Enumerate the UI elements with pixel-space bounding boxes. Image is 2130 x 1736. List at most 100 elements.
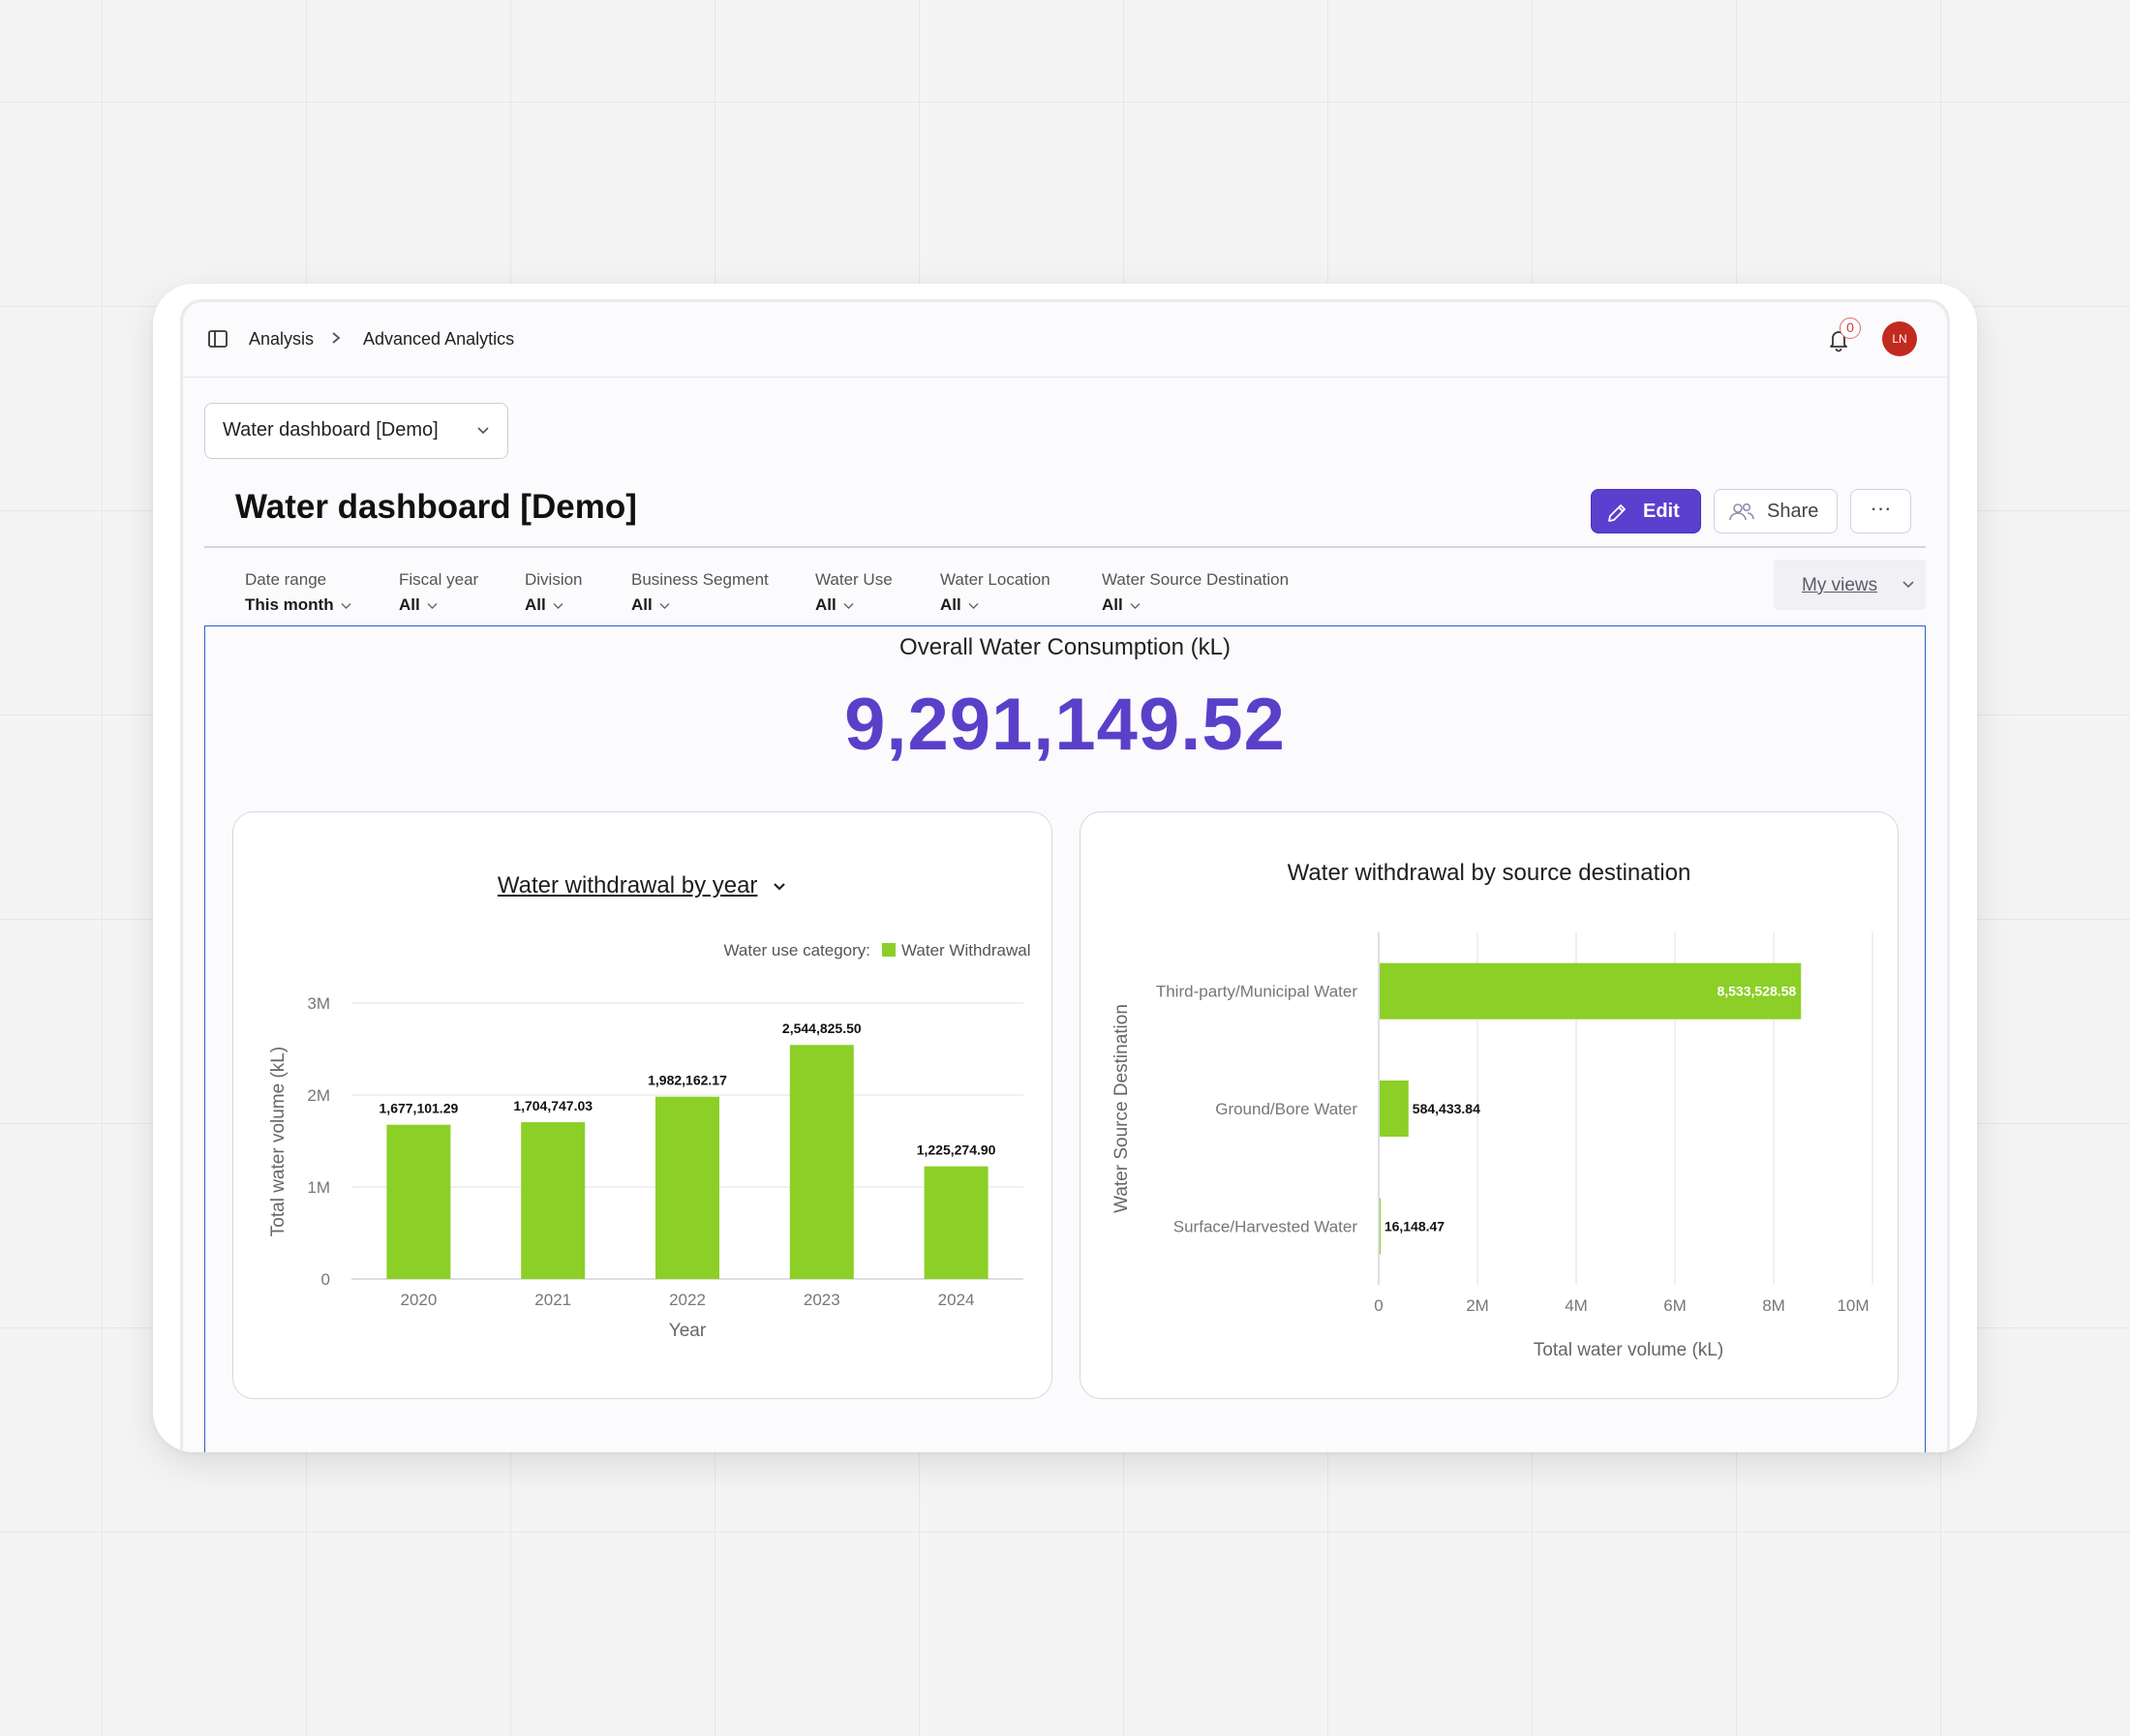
data-label: 584,433.84 [1413,1101,1480,1116]
chevron-right-icon [332,332,341,344]
header-divider [204,546,1926,548]
x-tick-label: 4M [1565,1296,1588,1315]
share-button-label: Share [1767,501,1819,522]
chart-title: Water withdrawal by source destination [1287,860,1691,886]
sidebar-toggle-icon[interactable] [207,328,228,350]
x-tick-label: 2023 [804,1291,840,1309]
bar [655,1096,719,1279]
filter-value: All [1102,595,1123,614]
chevron-down-icon [341,602,351,609]
y-tick-label: Surface/Harvested Water [1173,1217,1358,1235]
kpi-title: Overall Water Consumption (kL) [899,634,1231,660]
data-label: 1,225,274.90 [917,1142,996,1158]
chevron-down-icon [553,602,563,609]
legend-title: Water use category: [724,941,871,959]
filter-division[interactable]: Division All [525,570,583,615]
y-tick-label: 0 [321,1270,330,1289]
bar-chart-by-source: 0 2M 4M 6M 8M 10M Third-party/Municipal Water 8… [1111,932,1873,1360]
chevron-down-icon [774,883,785,891]
bar [386,1124,451,1279]
y-tick-label: Ground/Bore Water [1215,1100,1357,1118]
bar [1380,1198,1381,1255]
breadcrumb-advanced-analytics[interactable]: Advanced Analytics [363,329,515,349]
bar [1380,1081,1409,1137]
chart-title-text: Water withdrawal by year [497,872,758,898]
filter-value: All [399,595,420,614]
data-label: 8,533,528.58 [1717,984,1796,999]
edit-button-label: Edit [1643,501,1680,522]
filter-water-use[interactable]: Water Use All [815,570,893,615]
filter-water-source-destination[interactable]: Water Source Destination All [1102,570,1289,615]
filter-value: All [815,595,837,614]
data-label: 1,677,101.29 [380,1101,459,1116]
filter-label: Business Segment [631,570,769,589]
dashboard-content: Overall Water Consumption (kL) 9,291,149… [204,625,1926,1452]
chevron-down-icon [968,602,979,609]
filter-fiscal-year[interactable]: Fiscal year All [399,570,478,615]
notification-badge: 0 [1840,318,1861,339]
chevron-down-icon [477,427,489,435]
more-options-button[interactable]: ··· [1850,489,1911,533]
breadcrumb-analysis[interactable]: Analysis [249,329,315,349]
x-axis-label: Year [669,1321,707,1341]
y-tick-label: Third-party/Municipal Water [1156,983,1357,1001]
pencil-icon [1608,504,1626,522]
y-tick-label: 2M [307,1086,330,1105]
bar-chart-by-year: 0 1M 2M 3M 1,677,101.29 2020 1,704,747.03 2021 1… [268,941,1031,1341]
kpi-value: 9,291,149.52 [844,684,1286,766]
bar [924,1166,989,1279]
screen: Analysis Advanced Analytics 0 LN Water d… [180,299,1950,1452]
avatar[interactable]: LN [1882,321,1917,356]
filter-value: All [631,595,653,614]
chevron-down-icon [427,602,438,609]
filter-label: Date range [245,570,327,589]
filter-date-range[interactable]: Date range This month [245,570,351,615]
chart-card-by-source: Water withdrawal by source destination 0… [1080,811,1899,1399]
chevron-down-icon [1130,602,1141,609]
legend-label: Water Withdrawal [901,941,1031,959]
chevron-down-icon [659,602,670,609]
x-axis-label: Total water volume (kL) [1534,1340,1723,1360]
x-tick-label: 8M [1762,1296,1785,1315]
chevron-down-icon [843,602,854,609]
page-title: Water dashboard [Demo] [235,488,637,526]
filter-value: All [525,595,546,614]
filter-label: Water Source Destination [1102,570,1290,589]
y-tick-label: 3M [307,994,330,1013]
x-tick-label: 10M [1837,1296,1869,1315]
y-tick-label: 1M [307,1178,330,1197]
app-window: Analysis Advanced Analytics 0 LN Water d… [183,302,1947,1452]
filter-label: Fiscal year [399,570,479,589]
bar [1380,962,1802,1020]
x-tick-label: 2021 [534,1291,571,1309]
data-label: 1,704,747.03 [513,1098,593,1113]
y-axis-label: Water Source Destination [1111,1004,1132,1213]
users-icon [1729,503,1754,521]
x-tick-label: 2024 [938,1291,975,1309]
edit-button[interactable]: Edit [1591,489,1701,533]
top-bar: Analysis Advanced Analytics 0 LN [183,302,1947,378]
data-label: 2,544,825.50 [782,1020,862,1036]
data-label: 16,148.47 [1384,1218,1445,1233]
share-button[interactable]: Share [1714,489,1838,533]
device-frame: Analysis Advanced Analytics 0 LN Water d… [153,284,1977,1452]
my-views-button[interactable]: My views [1774,560,1926,610]
chevron-down-icon [1902,581,1914,589]
dashboard-select[interactable]: Water dashboard [Demo] [204,403,508,459]
x-tick-label: 6M [1663,1296,1687,1315]
y-axis-label: Total water volume (kL) [268,1047,289,1236]
chart-title[interactable]: Water withdrawal by year [233,872,1051,899]
filter-water-location[interactable]: Water Location All [940,570,1050,615]
dashboard-select-value: Water dashboard [Demo] [223,419,439,441]
filter-label: Water Use [815,570,893,589]
x-tick-label: 0 [1374,1296,1383,1315]
chart-card-by-year: Water withdrawal by year 0 1M 2M 3M 1,677,10… [232,811,1052,1399]
x-tick-label: 2M [1466,1296,1489,1315]
bar [521,1122,586,1279]
filter-label: Water Location [940,570,1050,589]
filter-business-segment[interactable]: Business Segment All [631,570,769,615]
filter-label: Division [525,570,583,589]
data-label: 1,982,162.17 [648,1073,727,1088]
legend-swatch [882,943,896,957]
filter-value: All [940,595,961,614]
